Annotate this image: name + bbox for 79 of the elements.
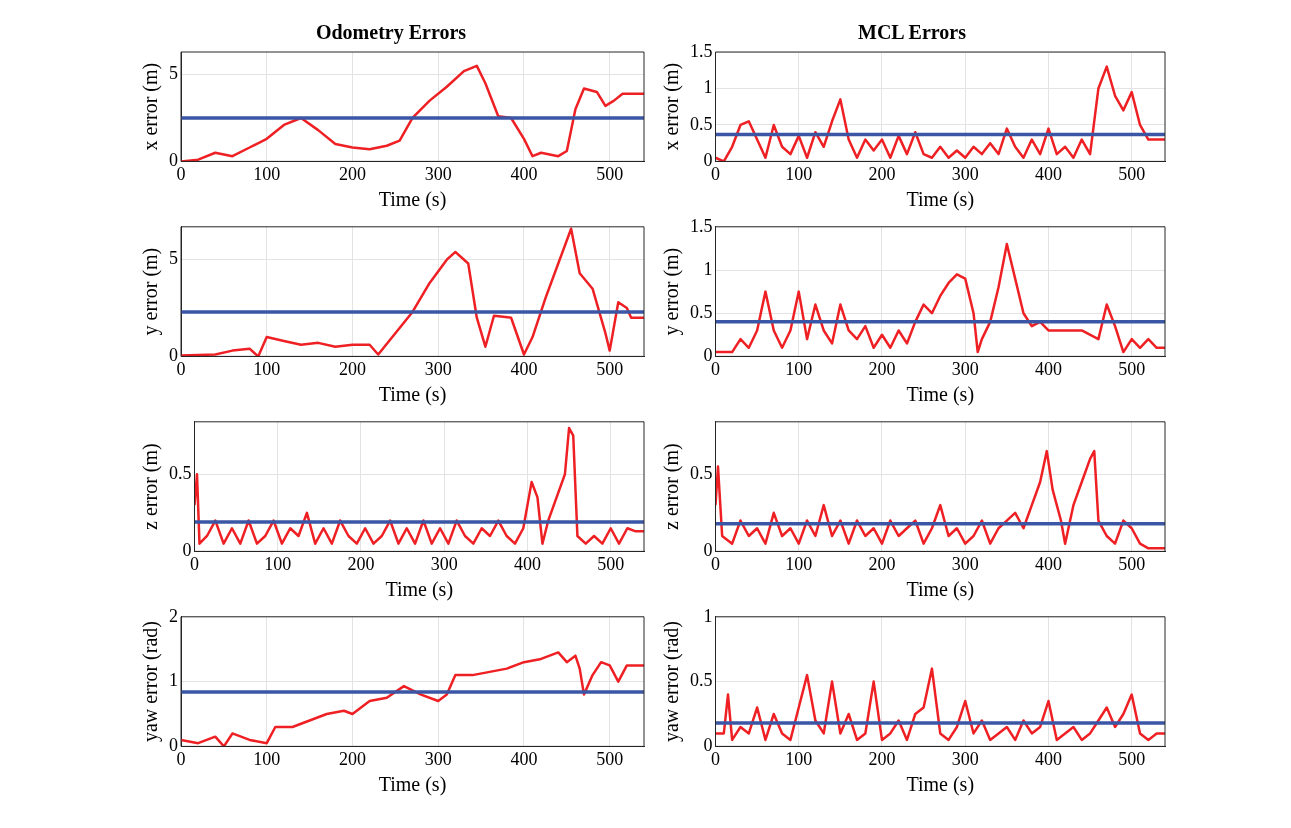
x-tick-label: 300 — [424, 163, 452, 184]
y-tick-label: 0 — [703, 540, 713, 561]
y-axis-title: x error (m) — [660, 62, 684, 151]
x-tick-label: 200 — [347, 553, 375, 574]
y-tick-label: 0 — [169, 735, 178, 756]
x-tick-label: 300 — [951, 358, 979, 379]
x-tick-label: 400 — [1034, 358, 1062, 379]
x-tick-label: 100 — [785, 748, 813, 769]
x-tick-label: 400 — [1034, 748, 1062, 769]
y-tick-label: 2 — [169, 605, 178, 626]
x-axis-title: Time (s) — [906, 383, 975, 407]
y-axis-title: x error (m) — [139, 62, 163, 151]
x-tick-label: 300 — [430, 553, 458, 574]
x-axis-title: Time (s) — [378, 188, 447, 212]
x-tick-label: 200 — [868, 748, 896, 769]
y-tick-label: 0 — [169, 150, 178, 171]
x-tick-label: 500 — [1118, 748, 1146, 769]
x-axis-title: Time (s) — [906, 188, 975, 212]
y-tick-label: 0.5 — [169, 462, 192, 483]
x-tick-label: 100 — [253, 163, 281, 184]
x-tick-label: 500 — [596, 748, 624, 769]
x-tick-label: 500 — [1118, 358, 1146, 379]
x-tick-label: 400 — [510, 163, 538, 184]
y-tick-label: 1 — [703, 258, 713, 279]
y-tick-label: 1 — [703, 605, 713, 626]
x-tick-label: 100 — [785, 358, 813, 379]
x-tick-label: 200 — [868, 163, 896, 184]
y-tick-label: 0 — [703, 150, 713, 171]
x-tick-label: 200 — [868, 358, 896, 379]
x-axis-title: Time (s) — [906, 773, 975, 797]
y-tick-label: 0.5 — [690, 113, 713, 134]
y-tick-label: 1.5 — [690, 215, 713, 236]
y-tick-label: 0.5 — [690, 670, 713, 691]
y-tick-label: 5 — [169, 63, 178, 84]
y-tick-label: 1 — [703, 77, 713, 98]
x-tick-label: 400 — [513, 553, 541, 574]
x-tick-label: 100 — [785, 163, 813, 184]
x-tick-label: 500 — [1118, 553, 1146, 574]
y-tick-label: 0 — [703, 735, 713, 756]
y-tick-label: 0 — [703, 345, 713, 366]
x-tick-label: 400 — [1034, 163, 1062, 184]
x-tick-label: 200 — [338, 163, 366, 184]
y-axis-title: yaw error (rad) — [139, 621, 163, 743]
x-tick-label: 500 — [596, 163, 624, 184]
y-tick-label: 5 — [169, 248, 178, 269]
x-axis-title: Time (s) — [378, 773, 447, 797]
y-axis-title: z error (m) — [139, 443, 163, 530]
x-tick-label: 100 — [785, 553, 813, 574]
x-tick-label: 100 — [253, 358, 281, 379]
chart-title: Odometry Errors — [315, 21, 467, 45]
x-tick-label: 500 — [597, 553, 625, 574]
x-axis-title: Time (s) — [378, 383, 447, 407]
x-tick-label: 300 — [951, 163, 979, 184]
y-tick-label: 1 — [169, 670, 178, 691]
x-tick-label: 300 — [424, 748, 452, 769]
x-tick-label: 400 — [1034, 553, 1062, 574]
x-tick-label: 300 — [951, 748, 979, 769]
x-tick-label: 300 — [424, 358, 452, 379]
chart-title: MCL Errors — [858, 21, 967, 44]
y-axis-title: y error (m) — [139, 247, 163, 336]
x-tick-label: 300 — [951, 553, 979, 574]
x-tick-label: 500 — [596, 358, 624, 379]
x-tick-label: 200 — [868, 553, 896, 574]
y-axis-title: z error (m) — [660, 443, 684, 530]
x-axis-title: Time (s) — [385, 578, 454, 602]
x-tick-label: 100 — [253, 748, 281, 769]
x-tick-label: 400 — [510, 358, 538, 379]
x-tick-label: 500 — [1118, 163, 1146, 184]
x-tick-label: 200 — [338, 358, 366, 379]
y-tick-label: 0.5 — [690, 462, 713, 483]
y-axis-title: y error (m) — [660, 247, 684, 336]
x-tick-label: 400 — [510, 748, 538, 769]
y-tick-label: 1.5 — [690, 40, 713, 61]
y-tick-label: 0.5 — [690, 301, 713, 322]
x-axis-title: Time (s) — [906, 578, 975, 602]
x-tick-label: 200 — [338, 748, 366, 769]
x-tick-label: 100 — [264, 553, 292, 574]
y-axis-title: yaw error (rad) — [660, 621, 684, 743]
y-tick-label: 0 — [169, 345, 178, 366]
